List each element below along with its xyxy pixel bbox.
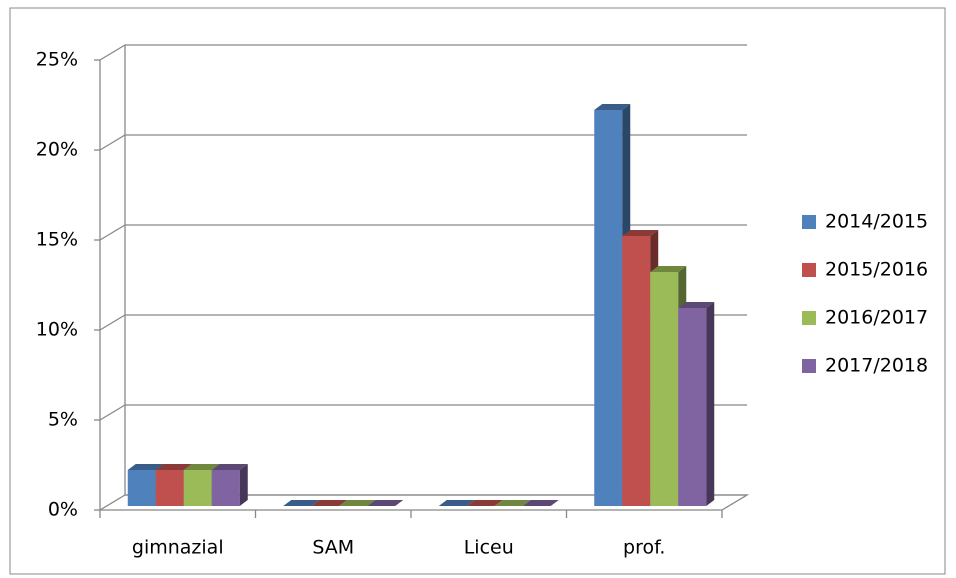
bar-top [494,500,531,506]
x-tick-label: gimnazial [132,537,224,559]
legend-label: 2017/2018 [825,355,928,377]
bar-top [155,464,192,470]
y-tick-label: 25% [36,49,78,71]
bar-front [594,110,623,506]
grid-line [99,44,747,61]
x-tick-label: prof. [623,537,665,559]
bar-front [127,470,156,506]
y-tick-label: 0% [48,499,78,521]
bar-side [239,464,248,506]
legend-swatch [802,311,816,325]
bar-top [339,500,376,506]
y-tick-label: 10% [36,319,78,341]
bar-top [650,266,687,272]
bar [211,464,248,506]
grid-line [99,314,747,331]
bar [311,500,348,506]
bar-top [622,230,659,236]
bar [438,500,475,506]
y-tick-label: 20% [36,139,78,161]
bar [183,464,220,506]
y-tick-label: 5% [48,409,78,431]
bar-front [211,470,240,506]
bar-side [706,302,715,506]
bar-front [650,272,679,506]
x-tick-label: SAM [312,537,354,559]
bar [466,500,503,506]
bar-top [522,500,559,506]
legend-swatch [802,359,816,373]
legend-label: 2016/2017 [825,307,928,329]
y-tick-label: 15% [36,229,78,251]
bar [339,500,376,506]
bar [678,302,715,506]
bar-top [283,500,320,506]
bar-front [622,236,651,506]
legend-swatch [802,215,816,229]
bar-top [438,500,475,506]
legend-label: 2014/2015 [825,211,928,233]
legend-label: 2015/2016 [825,259,928,281]
bar-top [678,302,715,308]
grid-line [99,404,747,421]
bar-front [678,308,707,506]
bar-top [594,104,631,110]
grid-line [99,494,747,511]
bar-top [183,464,220,470]
x-tick-label: Liceu [464,537,514,559]
bar-top [367,500,404,506]
bar-top [127,464,164,470]
bar-top [466,500,503,506]
bar-front [183,470,212,506]
bar-top [311,500,348,506]
bar-top [211,464,248,470]
bar-front [155,470,184,506]
legend-swatch [802,263,816,277]
bar [283,500,320,506]
bar [494,500,531,506]
bar [522,500,559,506]
grid-line [99,134,747,151]
bar [367,500,404,506]
grid-line [99,224,747,241]
